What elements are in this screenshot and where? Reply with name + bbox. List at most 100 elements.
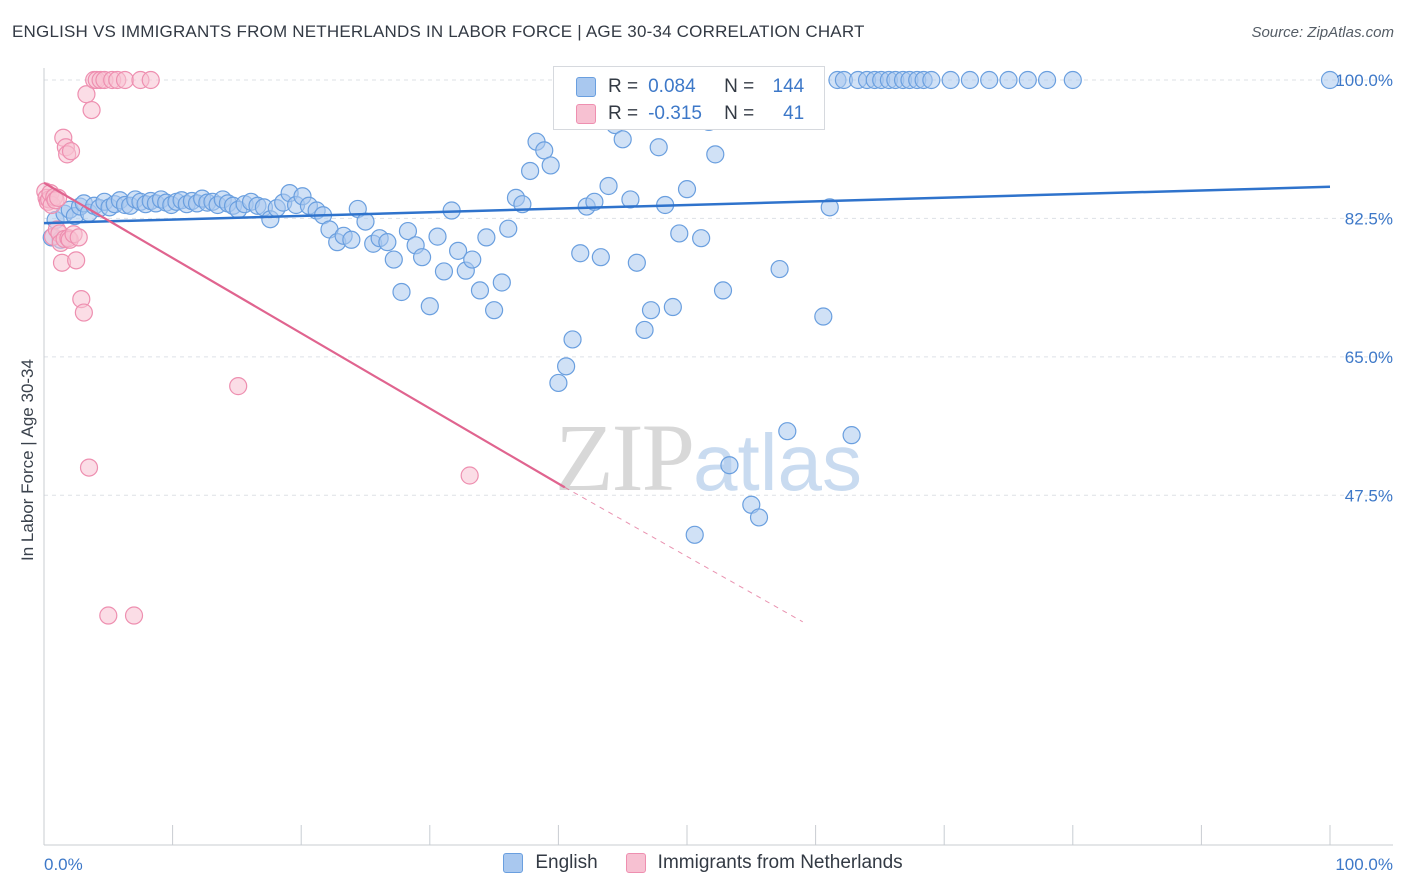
netherlands-points (36, 70, 479, 625)
english-point (770, 259, 789, 279)
english-point (635, 320, 654, 340)
netherlands-point (141, 70, 160, 90)
english-point (778, 422, 797, 441)
english-point (613, 130, 632, 149)
english-point (641, 301, 661, 320)
english-point (814, 307, 833, 326)
english-point (720, 456, 739, 475)
legend-item-english: English (503, 852, 598, 874)
trend-layer (43, 181, 1331, 623)
english-point (685, 525, 704, 544)
netherlands-point (61, 142, 81, 161)
english-point (342, 230, 361, 249)
legend-label-english: English (535, 852, 598, 873)
english-point (434, 262, 454, 281)
netherlands-point (229, 377, 248, 396)
english-point (535, 141, 554, 160)
english-point (356, 212, 375, 231)
english-point (677, 180, 697, 199)
legend-swatch-english (503, 853, 524, 873)
netherlands-point (79, 458, 99, 477)
english-point (1320, 70, 1340, 90)
legend-n-value: 144 (772, 76, 805, 97)
x-tick-label: 100.0% (1335, 855, 1393, 874)
chart-title: ENGLISH VS IMMIGRANTS FROM NETHERLANDS I… (12, 22, 865, 41)
series-legend: English Immigrants from Netherlands (0, 852, 1406, 874)
english-point (627, 253, 646, 272)
correlation-legend: R = 0.084 N = 144 R = -0.315 N = 41 (553, 66, 825, 130)
english-point (960, 70, 980, 90)
netherlands-point (460, 466, 479, 485)
english-point (749, 508, 769, 527)
english-point (485, 301, 504, 320)
english-point (585, 192, 604, 211)
english-point (420, 297, 439, 316)
legend-label-netherlands: Immigrants from Netherlands (657, 852, 903, 873)
english-point (692, 229, 711, 248)
english-point (571, 244, 590, 263)
axis-layer (43, 68, 1393, 846)
netherlands-trend-extension (564, 486, 803, 623)
legend-r-label: R = (608, 76, 639, 97)
legend-n-value: 41 (783, 103, 805, 124)
netherlands-point (82, 100, 101, 120)
english-point (713, 281, 733, 300)
english-points (42, 70, 1340, 544)
netherlands-point (124, 606, 144, 625)
english-point (384, 250, 403, 269)
english-point (499, 219, 518, 238)
english-point (999, 70, 1018, 90)
english-point (557, 357, 576, 376)
tick-label-layer: 47.5% 65.0% 82.5% 100.0% 0.0% 100.0% (44, 71, 1393, 874)
english-point (599, 176, 618, 196)
english-point (378, 233, 397, 252)
legend-swatch-netherlands (576, 104, 596, 124)
english-point (470, 281, 490, 300)
y-tick-label: 65.0% (1345, 348, 1393, 367)
english-point (842, 426, 861, 445)
y-axis-label: In Labor Force | Age 30-34 (18, 359, 37, 561)
english-point (477, 228, 496, 247)
english-point (412, 248, 432, 267)
x-tick-label: 0.0% (44, 855, 83, 874)
legend-r-label: R = (608, 103, 639, 124)
english-point (549, 373, 568, 393)
legend-row-english: R = 0.084 N = 144 (576, 74, 804, 100)
netherlands-point (115, 70, 135, 90)
english-point (941, 70, 960, 90)
english-point (392, 282, 411, 302)
y-tick-label: 100.0% (1335, 71, 1393, 90)
legend-item-netherlands: Immigrants from Netherlands (625, 852, 903, 874)
netherlands-point (74, 303, 93, 322)
english-point (463, 250, 482, 269)
legend-swatch-english (576, 77, 596, 97)
legend-r-value: -0.315 (648, 103, 702, 124)
source-credit: Source: ZipAtlas.com (1251, 24, 1394, 41)
english-point (670, 224, 689, 243)
netherlands-trend-line (43, 181, 566, 489)
english-point (1063, 70, 1082, 90)
legend-n-label: N = (724, 76, 755, 97)
english-point (980, 70, 999, 90)
english-point (492, 273, 511, 292)
english-point (521, 161, 540, 181)
english-point (663, 297, 682, 317)
english-trend-line (43, 185, 1331, 225)
english-point (706, 145, 725, 164)
netherlands-point (69, 228, 88, 247)
legend-row-netherlands: R = -0.315 N = 41 (576, 101, 804, 127)
english-point (1018, 70, 1037, 90)
english-point (398, 221, 418, 241)
english-point (922, 70, 941, 90)
watermark-zip: ZIP (555, 404, 695, 511)
netherlands-point (67, 251, 86, 270)
english-point (1037, 70, 1057, 90)
legend-r-value: 0.084 (648, 76, 696, 97)
legend-n-label: N = (724, 103, 755, 124)
english-point (649, 138, 668, 157)
english-point (563, 330, 582, 349)
english-point (820, 198, 839, 217)
netherlands-point (99, 606, 118, 625)
english-point (428, 227, 447, 246)
